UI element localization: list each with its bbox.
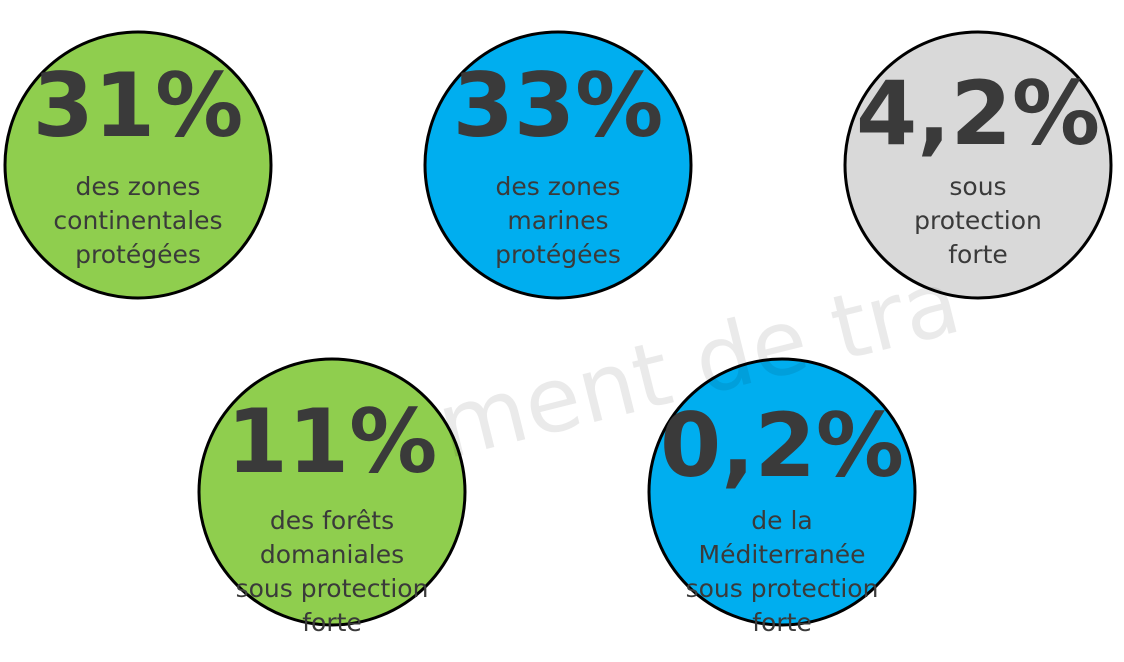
stat-circle — [423, 30, 693, 300]
stat-description: forte — [948, 240, 1008, 269]
stat-description: des forêts — [270, 506, 394, 535]
stat-card: 4,2% sous protection forte — [843, 30, 1113, 300]
stat-card: 0,2% de la Méditerranée sous protection fort… — [647, 357, 917, 637]
stat-description: domaniales — [260, 540, 404, 569]
stat-description: Méditerranée — [699, 540, 866, 569]
stat-description: des zones — [76, 172, 201, 201]
stat-value: 33% — [453, 54, 664, 157]
stat-description: marines — [507, 206, 608, 235]
stat-value: 0,2% — [660, 394, 904, 497]
stat-circle — [843, 30, 1113, 300]
stat-circle — [647, 357, 917, 627]
stat-card: 31% des zones continentales protégées — [3, 30, 273, 300]
stat-circle — [3, 30, 273, 300]
stat-description: protection — [914, 206, 1042, 235]
stat-description: forte — [302, 608, 362, 637]
stat-value: 4,2% — [856, 62, 1100, 165]
stat-description: protégées — [75, 240, 201, 269]
stat-value: 11% — [227, 390, 438, 493]
stat-card: 33% des zones marines protégées — [423, 30, 693, 300]
stat-description: protégées — [495, 240, 621, 269]
stat-description: forte — [752, 608, 812, 637]
stat-description: sous — [949, 172, 1006, 201]
stat-description: sous protection — [686, 574, 879, 603]
stat-description: sous protection — [236, 574, 429, 603]
stat-description: continentales — [53, 206, 222, 235]
stat-card: 11% des forêts domaniales sous protection fo… — [197, 357, 467, 637]
stat-description: de la — [751, 506, 812, 535]
stat-circle — [197, 357, 467, 627]
stat-value: 31% — [33, 54, 244, 157]
stat-description: des zones — [496, 172, 621, 201]
